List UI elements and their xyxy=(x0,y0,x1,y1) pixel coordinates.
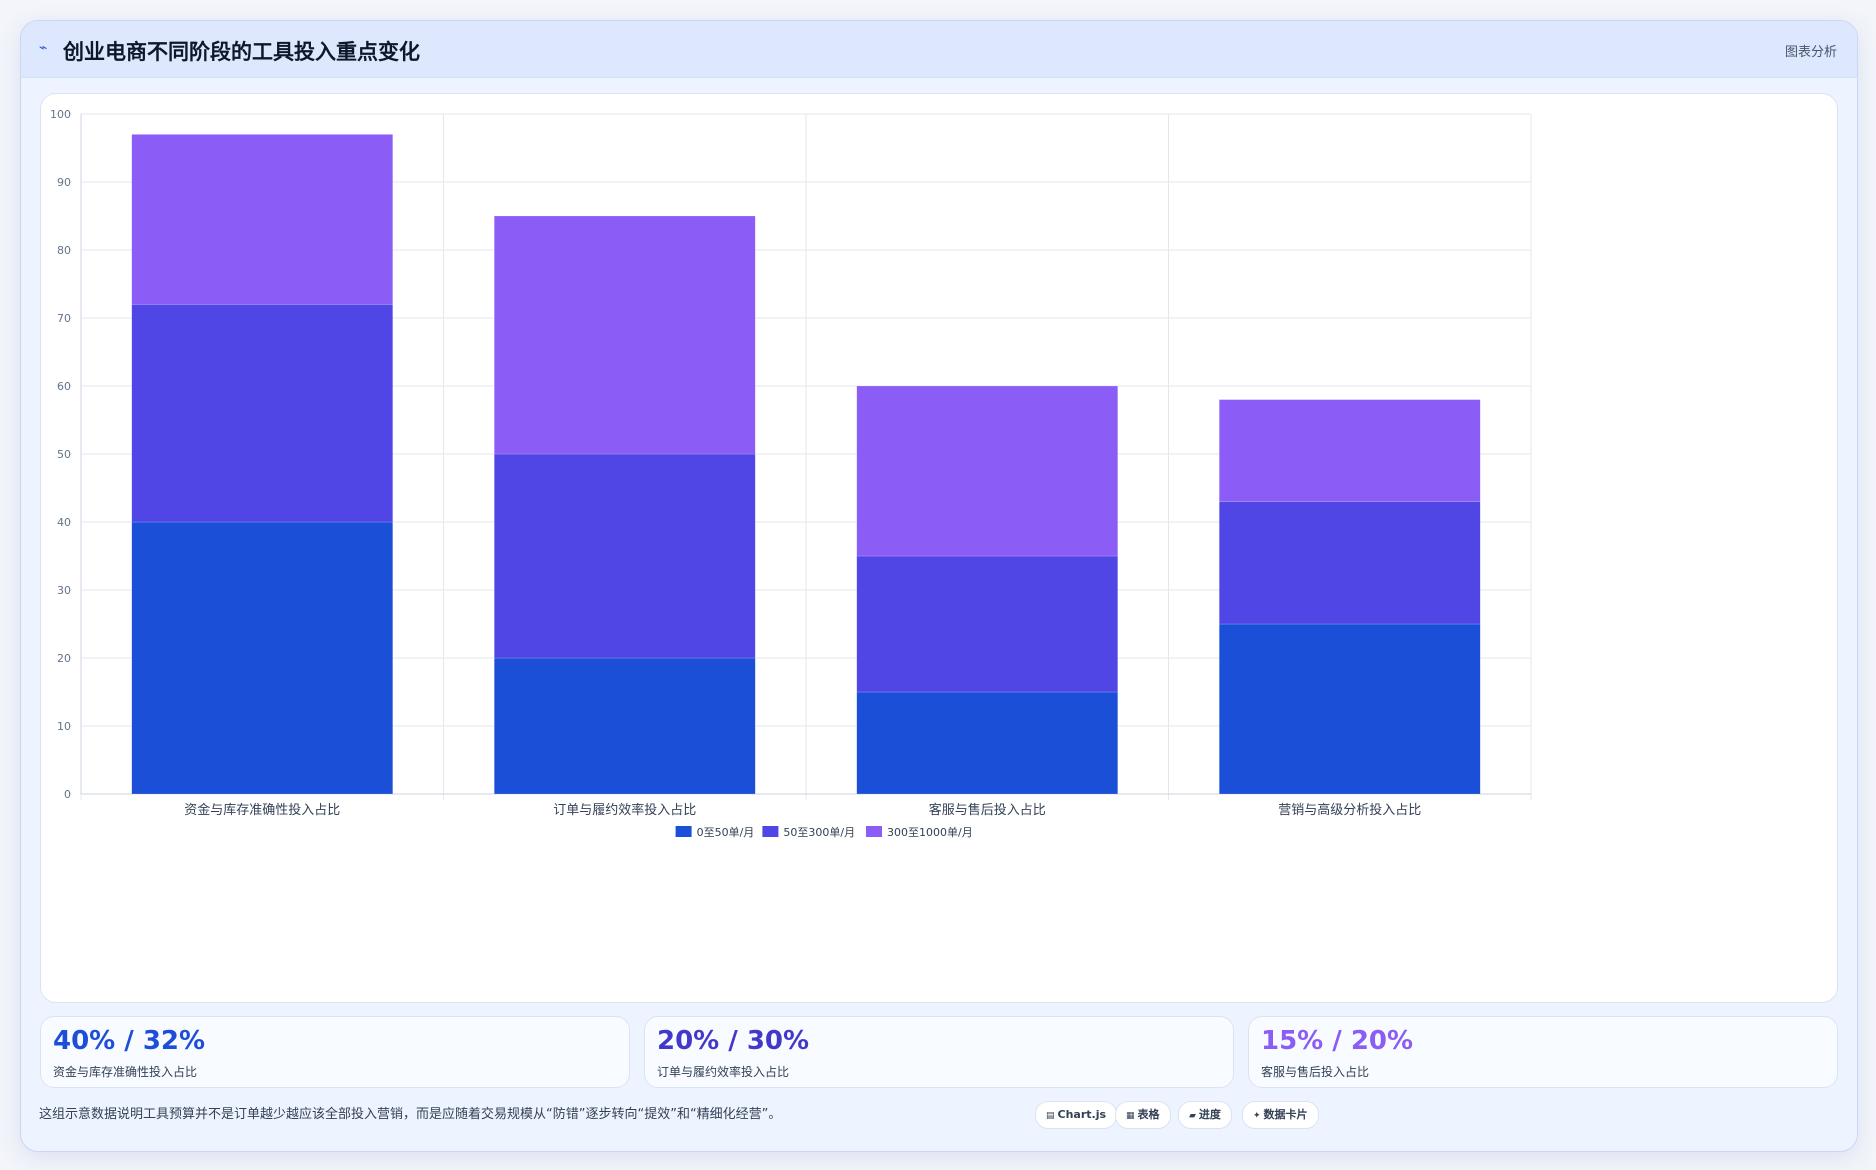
y-tick-label: 40 xyxy=(57,516,71,529)
kpi-card-inventory: 40% / 32% 资金与库存准确性投入占比 xyxy=(40,1016,630,1088)
x-tick-label: 订单与履约效率投入占比 xyxy=(553,802,696,818)
bar-segment xyxy=(131,304,393,523)
stacked-bar-chart: 0 10 20 30 40 50 60 70 80 90 100 资金与库存准确性投入占比 订单与履约效… xyxy=(50,108,1532,839)
legend-label: 300至1000单/月 xyxy=(887,826,973,839)
trend-icon: ⌁ xyxy=(39,40,48,56)
bar-segment xyxy=(856,691,1118,795)
bar-segment xyxy=(131,134,393,305)
y-tick-label: 30 xyxy=(57,584,71,597)
kpi-value: 40% / 32% xyxy=(53,1026,206,1056)
kpi-value: 15% / 20% xyxy=(1261,1026,1414,1056)
footer-note: 这组示意数据说明工具预算并不是订单越少越应该全部投入营销，而是应随着交易规模从“… xyxy=(39,1107,782,1122)
page-title: 创业电商不同阶段的工具投入重点变化 xyxy=(63,40,420,64)
y-tick-label: 60 xyxy=(57,380,71,393)
card-icon: ✦ xyxy=(1253,1111,1261,1121)
bar-segment xyxy=(856,385,1118,557)
y-tick-label: 20 xyxy=(57,652,71,665)
kpi-label: 资金与库存准确性投入占比 xyxy=(53,1065,198,1079)
kpi-label: 订单与履约效率投入占比 xyxy=(657,1065,790,1079)
chip-label: Chart.js xyxy=(1057,1108,1107,1121)
bar-segment xyxy=(494,215,756,455)
chip-progress[interactable]: ▰ 进度 xyxy=(1178,1101,1232,1129)
header-tag: 图表分析 xyxy=(1784,45,1837,60)
chip-table[interactable]: ▦ 表格 xyxy=(1115,1101,1171,1129)
y-tick-label: 0 xyxy=(64,788,71,801)
y-tick-label: 80 xyxy=(57,244,71,257)
kpi-card-orders: 20% / 30% 订单与履约效率投入占比 xyxy=(644,1016,1234,1088)
kpi-card-service: 15% / 20% 客服与售后投入占比 xyxy=(1248,1016,1838,1088)
table-icon: ▦ xyxy=(1126,1111,1135,1121)
legend-label: 0至50单/月 xyxy=(697,826,755,839)
kpi-value: 20% / 30% xyxy=(657,1026,810,1056)
kpi-label: 客服与售后投入占比 xyxy=(1261,1065,1370,1079)
legend-swatch xyxy=(762,826,779,837)
bar-segment xyxy=(1219,623,1481,795)
chart-card: 0 10 20 30 40 50 60 70 80 90 100 资金与库存准确性投入占比 订单与履约效… xyxy=(40,93,1838,1003)
bar-segment xyxy=(1219,399,1481,502)
y-tick-label: 50 xyxy=(57,448,71,461)
chip-chartjs[interactable]: ▤ Chart.js xyxy=(1035,1101,1118,1129)
dashboard-panel: ⌁ 创业电商不同阶段的工具投入重点变化 图表分析 0 10 20 30 40 50 60 70… xyxy=(20,20,1858,1152)
panel-header: ⌁ 创业电商不同阶段的工具投入重点变化 图表分析 xyxy=(21,21,1857,78)
legend-swatch xyxy=(866,826,882,837)
bar-segment xyxy=(1219,501,1481,625)
legend-swatch xyxy=(675,826,692,837)
progress-icon: ▰ xyxy=(1189,1111,1196,1121)
x-tick-label: 客服与售后投入占比 xyxy=(929,802,1046,818)
chip-label: 表格 xyxy=(1137,1108,1160,1121)
y-tick-label: 90 xyxy=(57,176,71,189)
chip-label: 数据卡片 xyxy=(1263,1108,1308,1121)
chip-label: 进度 xyxy=(1198,1108,1221,1121)
bar-segment xyxy=(494,657,756,795)
legend-label: 50至300单/月 xyxy=(783,826,855,839)
bar-segment xyxy=(131,521,393,795)
y-tick-label: 100 xyxy=(50,108,71,121)
x-tick-label: 营销与高级分析投入占比 xyxy=(1278,802,1421,818)
bar-segment xyxy=(856,555,1118,693)
chip-data-card[interactable]: ✦ 数据卡片 xyxy=(1242,1101,1319,1129)
y-tick-label: 70 xyxy=(57,312,71,325)
x-tick-label: 资金与库存准确性投入占比 xyxy=(184,802,340,818)
bar-segment xyxy=(494,453,756,659)
y-tick-label: 10 xyxy=(57,720,71,733)
chart-icon: ▤ xyxy=(1046,1111,1055,1121)
